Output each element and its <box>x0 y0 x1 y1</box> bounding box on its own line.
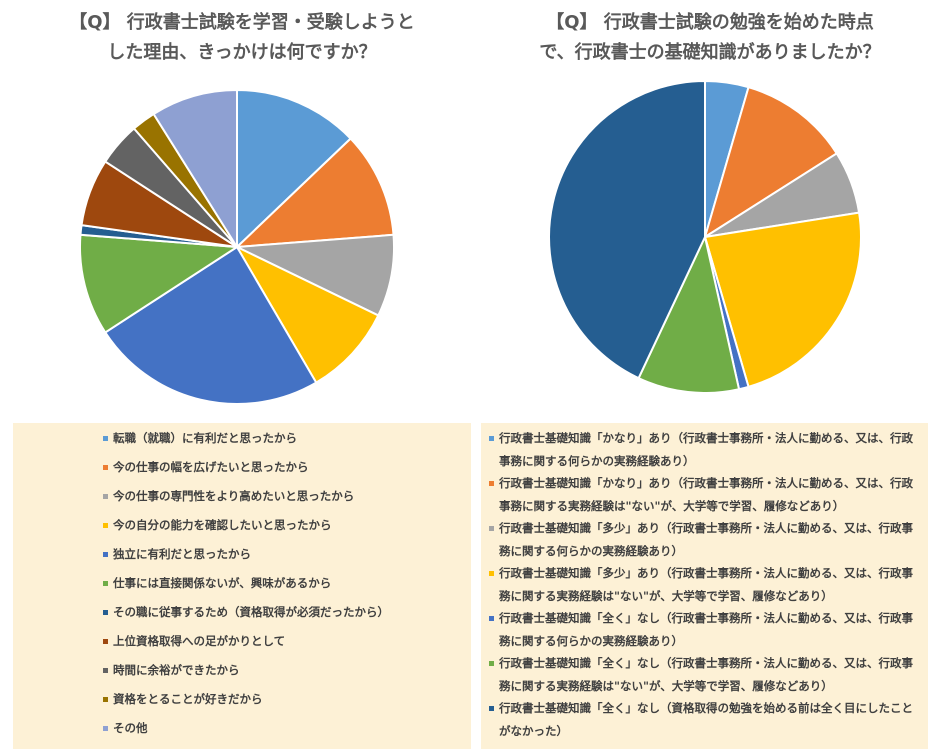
right-legend-swatch-2 <box>489 481 494 486</box>
left-legend-swatch-8 <box>103 639 108 644</box>
left-legend-item-4: 今の自分の能力を確認したいと思ったから <box>103 514 471 543</box>
left-legend-item-3: 今の仕事の専門性をより高めたいと思ったから <box>103 485 471 514</box>
left-pie-slice-5 <box>103 245 318 406</box>
right-pie-slice-6 <box>637 233 741 392</box>
right-legend-swatch-5 <box>489 616 494 621</box>
right-title-line-1: 【Q】 行政書士試験の勉強を始めた時点 <box>546 12 874 33</box>
right-legend-swatch-1 <box>489 436 494 441</box>
left-chart-legend: 転職（就職）に有利だと思ったから 今の仕事の幅を広げたいと思ったから今の仕事の専門… <box>13 423 471 749</box>
right-chart-title: 【Q】 行政書士試験の勉強を始めた時点 で、行政書士の基礎知識がありましたか？ <box>490 8 930 68</box>
left-legend-swatch-6 <box>103 581 108 586</box>
left-legend-label-8: 上位資格取得への足がかりとして <box>113 634 286 648</box>
left-pie-slice-1 <box>236 88 352 250</box>
left-legend-item-5: 独立に有利だと思ったから <box>103 543 471 572</box>
right-legend-label-3: 行政書士基礎知識「多少」あり（行政書士事務所・法人に勤める、又は、行政事務に関す… <box>499 521 913 558</box>
right-legend-swatch-4 <box>489 571 494 576</box>
left-legend-swatch-1 <box>103 436 108 441</box>
left-legend-label-2: 今の仕事の幅を広げたいと思ったから <box>113 460 309 474</box>
right-legend-label-1: 行政書士基礎知識「かなり」あり（行政書士事務所・法人に勤める、又は、行政事務に関… <box>499 431 913 468</box>
left-legend-label-10: 資格をとることが好きだから <box>113 692 263 706</box>
left-legend-item-8: 上位資格取得への足がかりとして <box>103 630 471 659</box>
left-legend-label-5: 独立に有利だと思ったから <box>113 547 251 561</box>
left-pie-slice-11 <box>152 88 238 251</box>
right-pie-chart <box>548 80 862 392</box>
left-legend-item-2: 今の仕事の幅を広げたいと思ったから <box>103 456 471 485</box>
left-legend-item-11: その他 <box>103 717 471 746</box>
right-legend-item-6: 行政書士基礎知識「全く」なし（行政書士事務所・法人に勤める、又は、行政事務に関す… <box>489 652 922 697</box>
right-legend-item-7: 行政書士基礎知識「全く」なし（資格取得の勉強を始める前は全く目にしたことがなかっ… <box>489 697 922 742</box>
left-legend-item-6: 仕事には直接関係ないが、興味があるから <box>103 572 471 601</box>
left-legend-swatch-2 <box>103 465 108 470</box>
right-pie-slice-7 <box>548 80 706 380</box>
right-legend-label-4: 行政書士基礎知識「多少」あり（行政書士事務所・法人に勤める、又は、行政事務に関す… <box>499 566 913 603</box>
left-legend-label-7: その職に従事するため（資格取得が必須だったから） <box>113 605 389 619</box>
left-pie-chart <box>79 88 395 406</box>
left-legend-swatch-10 <box>103 697 108 702</box>
right-legend-item-4: 行政書士基礎知識「多少」あり（行政書士事務所・法人に勤める、又は、行政事務に関す… <box>489 562 922 607</box>
right-pie-slice-2 <box>703 85 839 240</box>
right-legend-swatch-6 <box>489 661 494 666</box>
left-legend-label-1: 転職（就職）に有利だと思ったから <box>113 431 297 445</box>
left-legend-item-10: 資格をとることが好きだから <box>103 688 471 717</box>
left-title-line-2: した理由、きっかけは何ですか？ <box>107 42 377 63</box>
left-legend-swatch-11 <box>103 726 108 731</box>
right-legend-swatch-3 <box>489 526 494 531</box>
left-legend-item-9: 時間に余裕ができたから <box>103 659 471 688</box>
right-pie-slice-4 <box>703 211 862 389</box>
left-legend-label-4: 今の自分の能力を確認したいと思ったから <box>113 518 332 532</box>
left-legend-swatch-5 <box>103 552 108 557</box>
right-chart-legend: 行政書士基礎知識「かなり」あり（行政書士事務所・法人に勤める、又は、行政事務に関… <box>481 423 928 749</box>
right-legend-label-7: 行政書士基礎知識「全く」なし（資格取得の勉強を始める前は全く目にしたことがなかっ… <box>499 701 913 738</box>
left-pie-slice-6 <box>79 233 241 334</box>
right-legend-swatch-7 <box>489 706 494 711</box>
left-legend-swatch-7 <box>103 610 108 615</box>
right-legend-label-5: 行政書士基礎知識「全く」なし（行政書士事務所・法人に勤める、又は、行政事務に関す… <box>499 611 913 648</box>
right-legend-item-5: 行政書士基礎知識「全く」なし（行政書士事務所・法人に勤める、又は、行政事務に関す… <box>489 607 922 652</box>
left-legend-swatch-3 <box>103 494 108 499</box>
left-legend-item-1: 転職（就職）に有利だと思ったから <box>103 427 471 456</box>
left-legend-label-3: 今の仕事の専門性をより高めたいと思ったから <box>113 489 355 503</box>
right-legend-item-2: 行政書士基礎知識「かなり」あり（行政書士事務所・法人に勤める、又は、行政事務に関… <box>489 472 922 517</box>
left-pie-slice-2 <box>234 137 395 249</box>
left-legend-label-9: 時間に余裕ができたから <box>113 663 240 677</box>
right-title-line-2: で、行政書士の基礎知識がありましたか？ <box>539 42 881 63</box>
left-legend-swatch-4 <box>103 523 108 528</box>
left-legend-label-11: その他 <box>113 721 148 735</box>
right-legend-item-1: 行政書士基礎知識「かなり」あり（行政書士事務所・法人に勤める、又は、行政事務に関… <box>489 427 922 472</box>
left-chart-title: 【Q】 行政書士試験を学習・受験しようと した理由、きっかけは何ですか？ <box>22 8 462 68</box>
right-legend-label-2: 行政書士基礎知識「かなり」あり（行政書士事務所・法人に勤める、又は、行政事務に関… <box>499 476 913 513</box>
left-title-line-1: 【Q】 行政書士試験を学習・受験しようと <box>69 12 415 33</box>
right-legend-label-6: 行政書士基礎知識「全く」なし（行政書士事務所・法人に勤める、又は、行政事務に関す… <box>499 656 913 693</box>
left-legend-swatch-9 <box>103 668 108 673</box>
left-pie-slice-4 <box>234 244 380 384</box>
left-legend-item-7: その職に従事するため（資格取得が必須だったから） <box>103 601 471 630</box>
left-legend-label-6: 仕事には直接関係ないが、興味があるから <box>113 576 332 590</box>
right-legend-item-3: 行政書士基礎知識「多少」あり（行政書士事務所・法人に勤める、又は、行政事務に関す… <box>489 517 922 562</box>
